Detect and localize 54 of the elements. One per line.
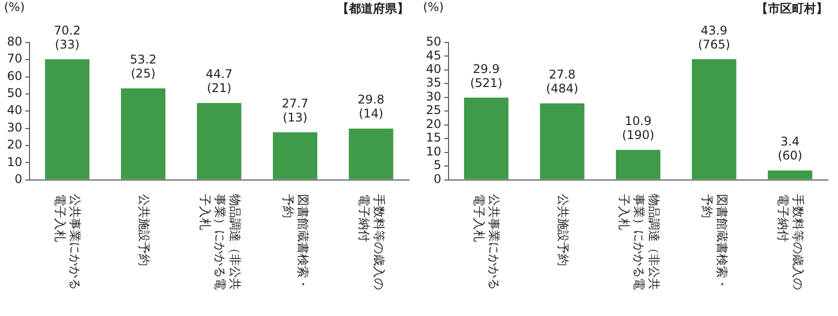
- x-tick-label: 公共事業にかかる電子入札: [471, 194, 502, 290]
- data-label: 29.9 (521): [470, 62, 502, 90]
- data-label: 27.8 (484): [546, 68, 578, 96]
- y-tick-label: 5: [434, 158, 442, 172]
- y-axis-title: (%): [423, 0, 444, 14]
- x-tick-label: 公共施設予約: [554, 194, 570, 266]
- y-tick-label: 80: [6, 34, 22, 49]
- y-tick-label: 40: [6, 103, 22, 118]
- data-label: 43.9 (765): [698, 23, 730, 52]
- data-label: 3.4 (60): [778, 134, 802, 163]
- y-tick-label: 50: [6, 86, 22, 100]
- x-tick-label: 手数料等の歳入の電子納付: [775, 194, 806, 290]
- y-tick-label: 60: [6, 68, 22, 83]
- x-tick-label: 公共施設予約: [136, 194, 151, 266]
- y-tick-label: 35: [426, 76, 442, 90]
- y-tick-label: 20: [6, 138, 22, 152]
- y-axis-title: (%): [4, 0, 25, 14]
- data-label: 27.7 (13): [282, 96, 308, 124]
- chart-title: 【市区町村】: [756, 1, 828, 16]
- y-tick-label: 30: [6, 120, 22, 134]
- y-tick-label: 15: [426, 130, 442, 145]
- bar: [348, 128, 394, 180]
- y-tick-label: 45: [426, 48, 442, 62]
- bar: [768, 170, 812, 180]
- x-tick-label: 物品調達（非公共事業）にかかる電子入札: [616, 194, 661, 290]
- y-tick-label: 0: [434, 172, 442, 186]
- bar: [45, 59, 90, 180]
- y-tick-label: 20: [426, 116, 442, 131]
- bar: [196, 103, 242, 180]
- x-tick-label: 図書館蔵書検索・予約: [280, 194, 310, 290]
- y-tick-label: 40: [426, 62, 442, 76]
- data-label: 44.7 (21): [206, 67, 232, 96]
- bar: [692, 59, 736, 180]
- y-tick-label: 0: [14, 172, 22, 186]
- y-tick-label: 10: [6, 154, 22, 169]
- data-label: 70.2 (33): [54, 23, 81, 52]
- y-tick-label: 10: [426, 144, 442, 158]
- data-label: 53.2 (25): [130, 52, 157, 81]
- bar: [120, 88, 166, 180]
- data-label: 29.8 (14): [358, 92, 384, 121]
- data-label: 10.9 (190): [622, 114, 654, 142]
- x-tick-label: 手数料等の歳入の電子納付: [356, 194, 386, 290]
- y-tick-label: 25: [426, 103, 442, 118]
- x-tick-label: 図書館蔵書検索・予約: [699, 194, 730, 290]
- bar: [616, 150, 660, 180]
- y-tick-label: 30: [426, 89, 442, 104]
- y-tick-label: 50: [426, 34, 442, 49]
- chart-title: 【都道府県】: [337, 1, 409, 16]
- x-tick-label: 物品調達（非公共事業）にかかる電子入札: [196, 194, 242, 290]
- y-tick-label: 70: [6, 52, 22, 66]
- x-tick-label: 公共事業にかかる電子入札: [52, 194, 82, 290]
- bar: [464, 98, 508, 180]
- bar: [272, 132, 318, 180]
- bar: [540, 103, 584, 180]
